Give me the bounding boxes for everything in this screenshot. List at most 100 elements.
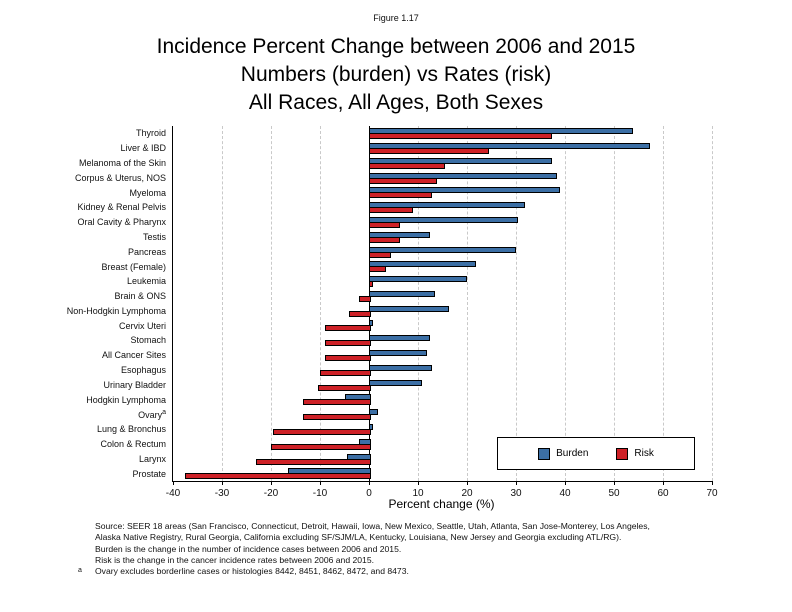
burden-bar-myeloma: [369, 187, 560, 194]
x-tick-label-40: 40: [559, 488, 571, 499]
risk-bar-kidney-renal-pelvis: [369, 207, 413, 214]
footnote-marker: a: [78, 567, 82, 575]
risk-bar-brain-ons: [359, 295, 371, 302]
category-label-breast-female-: Breast (Female): [101, 261, 166, 272]
category-label-oral-cavity-pharynx: Oral Cavity & Pharynx: [77, 217, 166, 228]
risk-bar-myeloma: [369, 192, 433, 199]
risk-bar-prostate: [185, 473, 371, 480]
category-footnote-marker: a: [162, 409, 166, 417]
burden-bar-oral-cavity-pharynx: [369, 216, 518, 223]
gridline-70: [712, 126, 713, 481]
burden-bar-liver-ibd: [369, 142, 651, 149]
category-label-larynx: Larynx: [138, 453, 166, 464]
burden-bar-pancreas: [369, 246, 516, 253]
legend: Burden Risk: [497, 437, 695, 470]
x-tick-label--30: -30: [214, 488, 230, 499]
x-tick--30: [222, 481, 223, 485]
legend-label-burden: Burden: [556, 448, 589, 459]
risk-bar-liver-ibd: [369, 147, 489, 154]
category-label-non-hodgkin-lymphoma: Non-Hodgkin Lymphoma: [66, 305, 166, 316]
chart-title: Incidence Percent Change between 2006 an…: [0, 33, 792, 117]
x-tick-label--10: -10: [312, 488, 328, 499]
risk-bar-corpus-uterus-nos: [369, 177, 438, 184]
burden-bar-lung-bronchus: [369, 424, 374, 431]
x-tick--40: [173, 481, 174, 485]
category-label-melanoma-of-the-skin: Melanoma of the Skin: [78, 157, 166, 168]
risk-bar-pancreas: [369, 251, 391, 258]
burden-bar-esophagus: [369, 364, 433, 371]
legend-item-risk: Risk: [616, 447, 654, 460]
category-label-esophagus: Esophagus: [120, 365, 166, 376]
figure-number: Figure 1.17: [373, 13, 419, 23]
chart-title-line-3: All Races, All Ages, Both Sexes: [248, 91, 544, 114]
category-label-colon-rectum: Colon & Rectum: [100, 439, 166, 450]
risk-swatch-icon: [616, 447, 629, 460]
x-tick-70: [712, 481, 713, 485]
category-label-all-cancer-sites: All Cancer Sites: [101, 350, 166, 361]
category-label-cervix-uteri: Cervix Uteri: [118, 320, 166, 331]
category-label-leukemia: Leukemia: [126, 276, 166, 287]
x-tick-label-50: 50: [608, 488, 620, 499]
risk-bar-esophagus: [320, 369, 371, 376]
burden-swatch-icon: [538, 447, 551, 460]
x-tick-30: [516, 481, 517, 485]
x-tick--10: [320, 481, 321, 485]
x-tick-0: [369, 481, 370, 485]
risk-bar-non-hodgkin-lymphoma: [349, 310, 371, 317]
burden-bar-urinary-bladder: [369, 379, 423, 386]
category-label-hodgkin-lymphoma: Hodgkin Lymphoma: [86, 394, 166, 405]
risk-bar-breast-female-: [369, 266, 386, 273]
risk-bar-all-cancer-sites: [324, 355, 371, 362]
burden-bar-leukemia: [369, 276, 467, 283]
risk-bar-stomach: [324, 340, 371, 347]
source-line-1: Source: SEER 18 areas (San Francisco, Co…: [95, 521, 650, 531]
x-tick-50: [614, 481, 615, 485]
gridline-50: [614, 126, 615, 481]
burden-bar-kidney-renal-pelvis: [369, 202, 526, 209]
gridline--20: [271, 126, 272, 481]
risk-bar-hodgkin-lymphoma: [302, 399, 371, 406]
category-label-stomach: Stomach: [130, 335, 166, 346]
x-tick-label-10: 10: [412, 488, 424, 499]
category-label-prostate: Prostate: [132, 468, 166, 479]
chart-title-line-1: Incidence Percent Change between 2006 an…: [156, 35, 636, 58]
bar-chart-plot-area: -40 -30 -20 -10 0 10 20 30 40 50 60 70: [166, 126, 718, 499]
category-label-thyroid: Thyroid: [135, 128, 166, 139]
burden-bar-all-cancer-sites: [369, 350, 428, 357]
burden-bar-cervix-uteri: [369, 320, 374, 327]
x-tick-label--40: -40: [165, 488, 181, 499]
legend-label-risk: Risk: [634, 448, 654, 459]
gridline-60: [663, 126, 664, 481]
risk-bar-urinary-bladder: [317, 384, 371, 391]
x-tick-label--20: -20: [263, 488, 279, 499]
footnote-ovary: a Ovary excludes borderline cases or his…: [78, 566, 755, 577]
x-tick-20: [467, 481, 468, 485]
gridline-40: [565, 126, 566, 481]
risk-bar-colon-rectum: [271, 443, 371, 450]
gridline--10: [320, 126, 321, 481]
source-line-3: Burden is the change in the number of in…: [95, 543, 402, 554]
risk-bar-leukemia: [369, 281, 374, 288]
chart-title-line-2: Numbers (burden) vs Rates (risk): [240, 63, 552, 86]
footnote-text: Ovary excludes borderline cases or histo…: [95, 566, 409, 577]
x-tick-40: [565, 481, 566, 485]
gridline-30: [516, 126, 517, 481]
burden-bar-melanoma-of-the-skin: [369, 157, 553, 164]
x-tick-label-60: 60: [657, 488, 669, 499]
source-line-2: Alaska Native Registry, Rural Georgia, C…: [95, 532, 622, 543]
x-tick--20: [271, 481, 272, 485]
source-notes: Source: SEER 18 areas (San Francisco, Co…: [78, 521, 755, 577]
category-label-testis: Testis: [142, 231, 166, 242]
risk-bar-melanoma-of-the-skin: [369, 162, 445, 169]
burden-bar-breast-female-: [369, 261, 477, 268]
burden-bar-brain-ons: [369, 290, 435, 297]
risk-bar-ovary: [302, 414, 371, 421]
source-line-4: Risk is the change in the cancer inciden…: [95, 554, 375, 565]
category-label-urinary-bladder: Urinary Bladder: [103, 379, 166, 390]
zero-line: [368, 126, 370, 481]
risk-bar-thyroid: [369, 133, 553, 140]
category-label-ovary: Ovarya: [138, 409, 166, 421]
risk-bar-oral-cavity-pharynx: [369, 221, 401, 228]
category-label-myeloma: Myeloma: [129, 187, 166, 198]
category-label-liver-ibd: Liver & IBD: [120, 143, 166, 154]
